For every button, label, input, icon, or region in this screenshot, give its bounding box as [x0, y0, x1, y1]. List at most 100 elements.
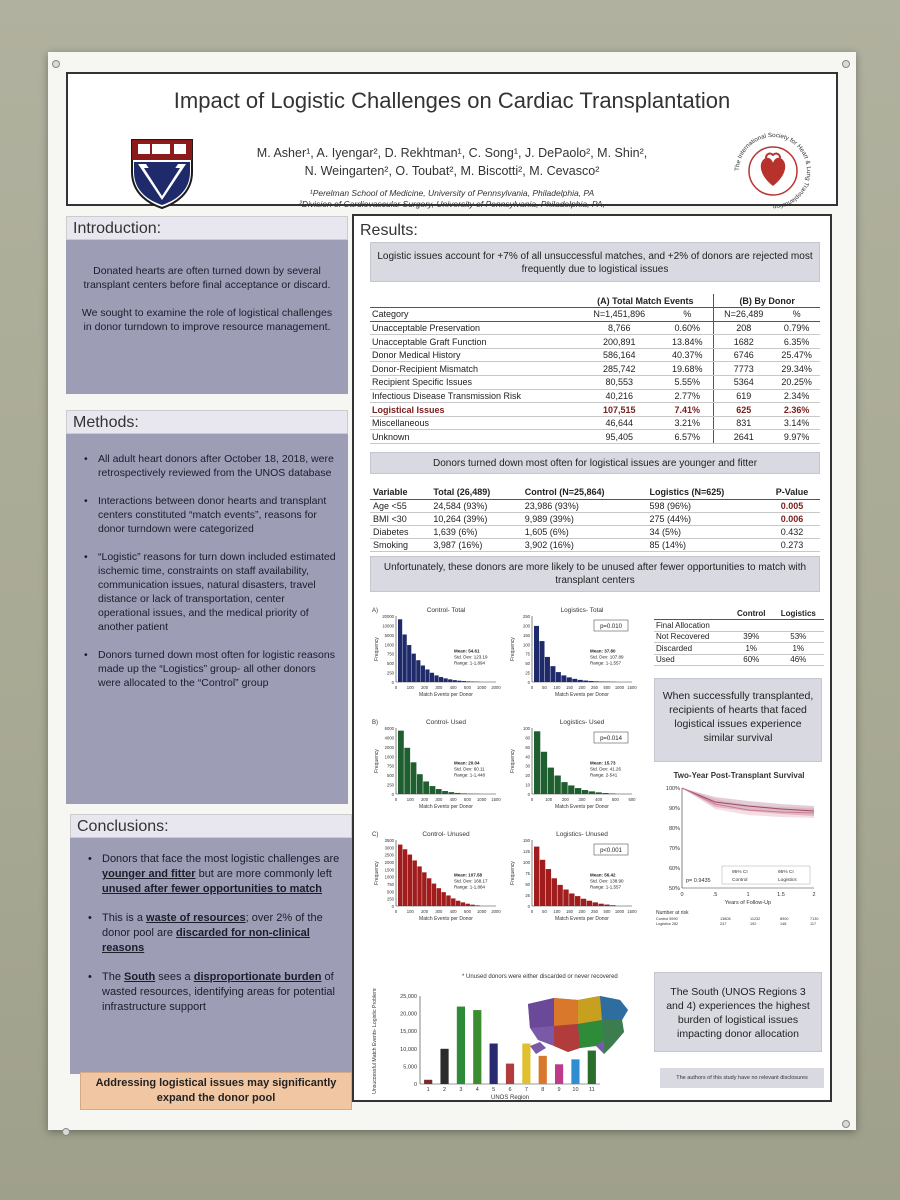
legend-item: Control: [732, 877, 747, 883]
x-tick-label: 400: [450, 797, 458, 802]
chart-panel-label: C): [372, 832, 378, 838]
histogram-bar: [426, 878, 432, 906]
histogram-bar: [470, 904, 475, 906]
affiliations: ¹Perelman School of Medicine, University…: [218, 188, 686, 210]
x-tick-label: 0: [395, 797, 398, 802]
table-column-header: %: [773, 307, 820, 322]
y-tick-label: 750: [387, 764, 395, 769]
chart-stats: Range: 1-1,557: [590, 660, 622, 665]
table-cell: 10,264 (39%): [430, 512, 522, 526]
chart-stats: Range: 2-541: [590, 772, 618, 777]
y-tick-label: 0: [392, 792, 395, 797]
histogram-chart: Logistics- Used 0 10 20 30 40 60 80 100 0 100 200 30…: [510, 719, 636, 810]
chart-stats: Range: 1-1,557: [590, 884, 622, 889]
table-cell: [772, 619, 824, 632]
histogram-bar: [460, 902, 466, 906]
x-tick-label: 100: [407, 797, 415, 802]
survival-chart: Two-Year Post-Transplant Survival 50% 60% 7…: [656, 771, 818, 926]
table-cell: 0.79%: [773, 321, 820, 336]
histogram-bar: [551, 878, 557, 906]
x-tick-label: 1000: [477, 685, 487, 690]
chart-title: Control- Unused: [422, 831, 470, 838]
region-bar: [587, 1050, 596, 1084]
histogram-chart: Logistics- Total 0 25 50 75 100 150 200 250 0 50 10…: [510, 607, 637, 698]
table-cell: 2641: [713, 429, 774, 445]
chart-stats: Mean: 54.61: [454, 648, 480, 653]
south-callout: The South (UNOS Regions 3 and 4) experie…: [654, 972, 822, 1052]
y-tick-label: 6000: [385, 726, 395, 731]
title-box: Impact of Logistic Challenges on Cardiac…: [66, 72, 838, 210]
histogram-bar: [547, 767, 554, 794]
table-row: Not Recovered 39% 53%: [654, 631, 824, 643]
x-tick-label: 300: [435, 909, 443, 914]
y-tick-label: 2500: [385, 853, 395, 858]
y-tick-label: 50%: [669, 886, 680, 892]
chart-panel-label: B): [372, 720, 378, 726]
pin: [842, 1120, 850, 1128]
histogram-bar: [554, 775, 561, 794]
region-bar: [522, 1043, 531, 1084]
x-tick-label: 300: [579, 797, 587, 802]
table-cell: 1,605 (6%): [521, 525, 647, 539]
x-tick-label: 100: [545, 797, 553, 802]
legend-item: 95% CI: [732, 869, 748, 875]
y-tick-label: 125: [523, 849, 531, 854]
chart-title: Control- Used: [426, 719, 466, 726]
histogram-bar: [583, 680, 589, 682]
table-cell: Unacceptable Graft Function: [370, 334, 578, 349]
chart-title: Control- Total: [427, 607, 466, 614]
histogram-bar: [407, 854, 413, 906]
table-row: Discarded 1% 1%: [654, 642, 824, 655]
table-cell: 586,164: [577, 348, 662, 363]
methods-bullet: • “Logistic” reasons for turn down includ…: [84, 551, 336, 633]
histogram-bar: [602, 793, 609, 794]
disclosure-note: The authors of this study have no releva…: [660, 1068, 824, 1088]
pin: [52, 60, 60, 68]
chart-title: Logistics- Unused: [556, 831, 608, 838]
y-tick-label: 70%: [669, 846, 680, 852]
poster: Impact of Logistic Challenges on Cardiac…: [48, 52, 856, 1136]
histogram-bar: [429, 672, 435, 682]
table-column-header: %: [661, 307, 715, 322]
table-cell: 2.34%: [773, 389, 820, 404]
x-tick-label: 0: [395, 909, 398, 914]
histogram-bar: [411, 653, 416, 682]
y-tick-label: 90%: [669, 806, 680, 812]
table-cell: 3.21%: [661, 416, 715, 431]
table-cell: Final Allocation: [654, 619, 730, 632]
y-tick-label: 100: [523, 726, 531, 731]
y-tick-label: 100: [523, 860, 531, 865]
y-tick-label: 150: [523, 838, 531, 843]
table-subheader-row: Category N=1,451,896% N=26,489%: [370, 307, 820, 322]
table-cell: 34 (5%): [646, 525, 764, 539]
introduction-section: Introduction: Donated hearts are often t…: [66, 216, 348, 394]
y-tick-label: 250: [387, 897, 395, 902]
y-tick-label: 80: [525, 735, 530, 740]
table-cell: 0.432: [763, 525, 820, 539]
y-tick-label: 4000: [385, 735, 395, 740]
table-cell: 3.14%: [773, 416, 820, 431]
x-tick-label: 0: [531, 685, 534, 690]
introduction-paragraph: Donated hearts are often turned down by …: [83, 265, 331, 291]
methods-body: • All adult heart donors after October 18…: [66, 434, 348, 804]
table-cell: 1%: [772, 642, 824, 655]
table-row: Used 60% 46%: [654, 654, 824, 666]
table-cell: 13.84%: [661, 334, 715, 349]
chart-title: Logistics- Total: [561, 607, 604, 614]
chart-stats: Mean: 20.04: [454, 760, 480, 765]
histogram-bar: [446, 895, 451, 906]
histogram-bar: [595, 792, 602, 794]
table-row: BMI <30 10,264 (39%) 9,989 (39%) 275 (44%) 0…: [370, 512, 820, 526]
pvalue-box: [593, 619, 629, 632]
histogram-bar: [398, 844, 403, 906]
y-tick-label: 0: [528, 792, 531, 797]
y-tick-label: 0: [414, 1082, 417, 1088]
x-tick-label: 200: [579, 685, 587, 690]
table-column-header: Logistics: [772, 608, 824, 620]
risk-value: 148: [780, 922, 786, 926]
table-cell: Smoking: [370, 538, 431, 552]
x-tick-label: 1500: [627, 909, 637, 914]
y-tick-label: 80%: [669, 826, 680, 832]
chart-panel-label: A): [372, 608, 378, 614]
